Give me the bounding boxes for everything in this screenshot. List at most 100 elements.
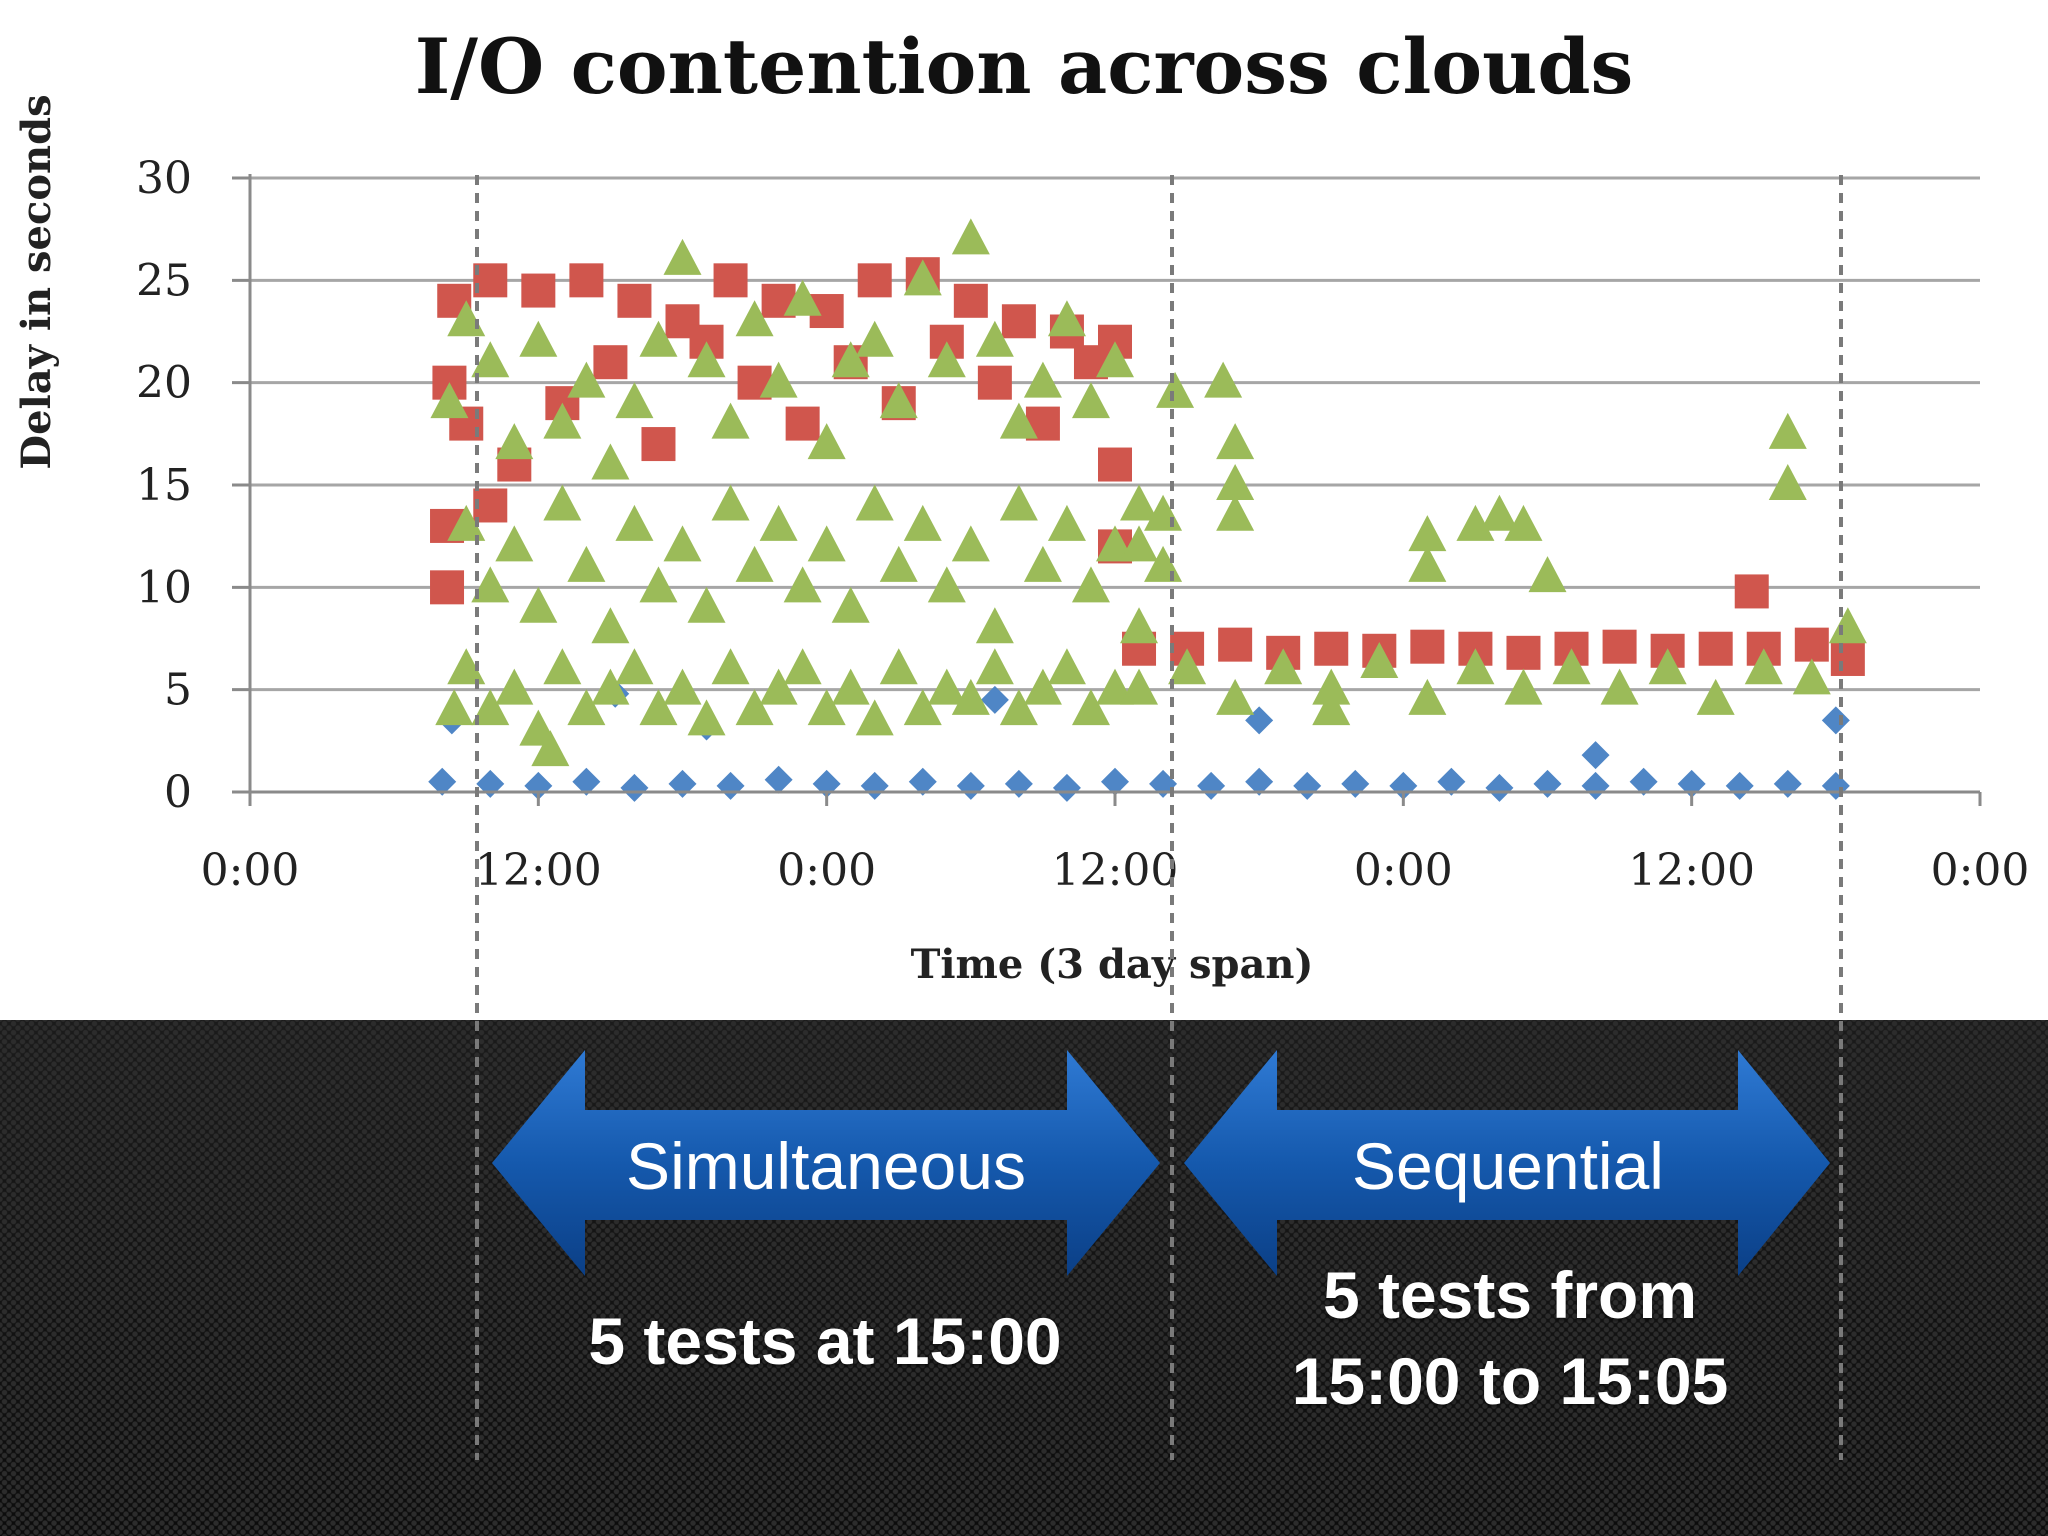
data-point — [668, 769, 697, 798]
data-point — [831, 341, 870, 378]
data-point — [615, 504, 654, 541]
data-point — [807, 689, 846, 726]
data-point — [860, 771, 889, 800]
data-point — [1312, 668, 1351, 705]
data-point — [1600, 668, 1639, 705]
data-point — [663, 668, 702, 705]
data-point — [1047, 300, 1086, 337]
data-point — [1602, 629, 1637, 664]
data-point — [476, 769, 505, 798]
y-tick-label: 5 — [164, 665, 192, 716]
data-point — [430, 382, 469, 419]
x-tick-label: 0:00 — [1354, 845, 1453, 896]
data-point — [1096, 341, 1134, 378]
data-point — [1341, 769, 1370, 798]
data-point — [1725, 771, 1754, 800]
y-tick-label: 25 — [136, 255, 192, 306]
data-point — [1001, 304, 1036, 339]
data-point — [1456, 504, 1495, 541]
data-point — [1581, 771, 1610, 800]
data-point — [1504, 504, 1543, 541]
data-point — [785, 406, 820, 441]
data-point — [1071, 382, 1110, 419]
data-point — [1023, 361, 1062, 398]
data-point — [519, 586, 558, 623]
data-point — [975, 607, 1014, 644]
data-point — [879, 382, 918, 419]
data-point — [639, 320, 678, 357]
data-point — [1096, 668, 1134, 705]
chart-title: I/O contention across clouds — [414, 22, 1634, 111]
data-point — [471, 689, 510, 726]
data-point — [711, 484, 750, 521]
data-point — [471, 566, 510, 603]
y-tick-label: 10 — [136, 562, 192, 613]
data-point — [879, 648, 918, 685]
data-point — [1120, 668, 1159, 705]
data-point — [1120, 525, 1159, 562]
data-point — [1533, 769, 1562, 798]
data-point — [807, 525, 846, 562]
data-point — [783, 279, 822, 316]
data-point — [1485, 773, 1514, 802]
data-point — [1197, 771, 1226, 800]
data-point — [1629, 767, 1658, 796]
data-point — [1408, 545, 1447, 582]
data-point — [1168, 648, 1207, 685]
data-point — [1101, 767, 1129, 796]
data-point — [495, 525, 534, 562]
data-point — [1768, 412, 1807, 449]
data-point — [1216, 423, 1255, 460]
y-tick-label: 30 — [136, 153, 192, 204]
data-point — [1648, 648, 1687, 685]
data-point — [951, 218, 990, 255]
data-point — [711, 648, 750, 685]
data-point — [759, 361, 798, 398]
data-point — [1004, 769, 1033, 798]
data-point — [1552, 648, 1591, 685]
data-point — [735, 689, 774, 726]
data-point — [543, 648, 582, 685]
data-point — [980, 685, 1009, 714]
data-point — [1218, 627, 1253, 662]
data-point — [447, 504, 486, 541]
data-point — [641, 427, 676, 462]
data-point — [1204, 361, 1243, 398]
data-point — [567, 361, 606, 398]
data-point — [783, 566, 822, 603]
data-point — [1408, 515, 1447, 552]
data-point — [591, 607, 630, 644]
data-point — [531, 730, 570, 767]
x-tick-label: 12:00 — [475, 845, 602, 896]
data-point — [975, 320, 1014, 357]
data-point — [713, 263, 748, 298]
data-point — [1216, 678, 1255, 715]
simultaneous-arrow — [492, 1050, 1160, 1276]
data-point — [855, 699, 894, 736]
data-point — [1408, 678, 1447, 715]
data-point — [1216, 464, 1255, 500]
data-point — [1120, 484, 1159, 521]
data-point — [593, 345, 628, 380]
x-tick-label: 0:00 — [777, 845, 876, 896]
data-point — [543, 484, 582, 521]
data-point — [1528, 556, 1567, 593]
data-point — [591, 443, 630, 480]
data-point — [1410, 629, 1445, 664]
data-point — [908, 767, 937, 796]
data-point — [1828, 607, 1867, 644]
data-point — [927, 668, 966, 705]
background-panel — [0, 1020, 2048, 1536]
data-point — [1480, 494, 1519, 531]
phase-arrows: Simultaneous Sequential — [492, 1050, 1830, 1276]
data-point — [1047, 648, 1086, 685]
data-point — [1216, 494, 1255, 531]
axes: 0 5 10 15 20 25 30 0:00 12:00 0:00 12:00 0:00 12:00 0… — [136, 153, 2029, 896]
data-point — [615, 648, 654, 685]
data-point — [1156, 371, 1195, 408]
y-tick-label: 20 — [136, 358, 192, 409]
data-point — [903, 689, 942, 726]
x-tick-label: 12:00 — [1628, 845, 1755, 896]
data-point — [759, 504, 798, 541]
